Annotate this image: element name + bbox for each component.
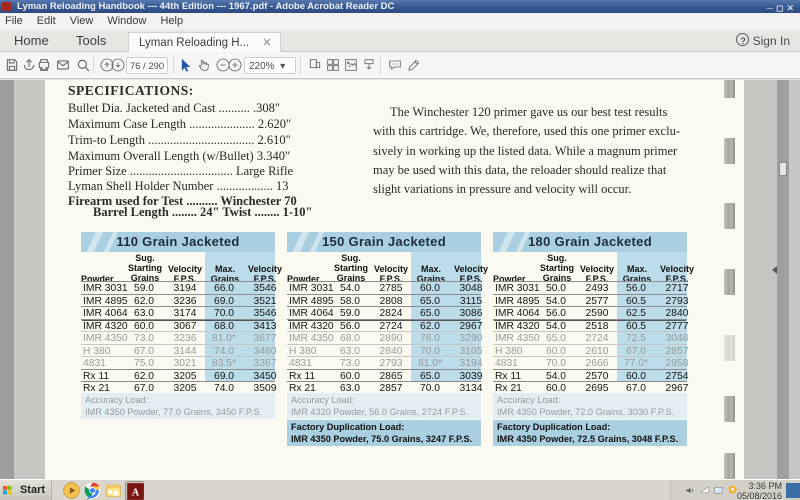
svg-text:A: A xyxy=(132,487,140,498)
